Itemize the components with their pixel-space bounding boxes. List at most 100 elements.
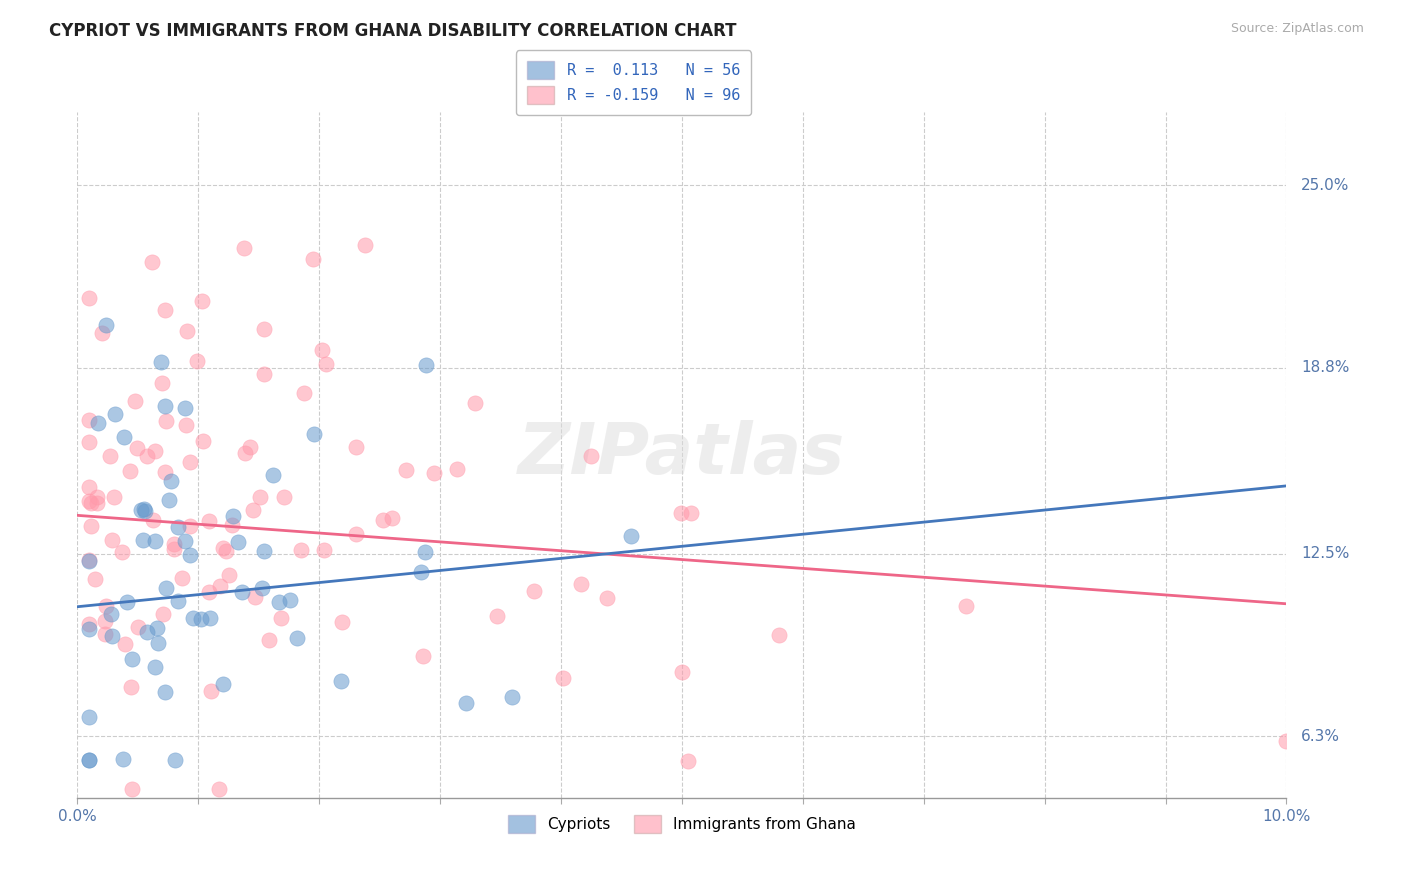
Point (354, 238, 377, 252)
Point (273, 490, 295, 504)
Point (141, 255, 163, 269)
Point (80, 496, 103, 510)
Point (79, 616, 101, 631)
Point (415, 358, 437, 372)
Point (150, 354, 173, 368)
Point (132, 533, 155, 547)
Point (167, 519, 190, 533)
Point (486, 609, 509, 624)
Point (163, 542, 186, 557)
Point (330, 674, 353, 689)
Point (239, 440, 262, 454)
Point (955, 599, 977, 613)
Point (262, 468, 284, 483)
Point (155, 581, 177, 595)
Point (98, 449, 121, 463)
Point (146, 621, 169, 635)
Point (79, 710, 101, 724)
Point (167, 594, 190, 608)
Legend: Cypriots, Immigrants from Ghana: Cypriots, Immigrants from Ghana (499, 806, 865, 842)
Point (312, 543, 335, 558)
Point (79, 291, 101, 305)
Point (115, 594, 138, 608)
Point (86, 490, 108, 504)
Point (198, 514, 221, 528)
Point (669, 506, 692, 520)
Point (93, 614, 115, 628)
Point (173, 401, 195, 415)
Point (94, 599, 117, 613)
Point (181, 611, 204, 625)
Point (176, 325, 198, 339)
Point (200, 684, 222, 698)
Point (579, 449, 602, 463)
Point (79, 412, 101, 426)
Point (134, 504, 156, 518)
Point (212, 677, 235, 691)
Point (79, 434, 101, 449)
Point (100, 607, 122, 621)
Point (84, 572, 107, 586)
Point (671, 665, 693, 680)
Point (160, 474, 183, 488)
Point (79, 753, 101, 767)
Point (302, 252, 325, 266)
Point (330, 615, 353, 629)
Point (373, 513, 395, 527)
Point (446, 462, 468, 476)
Point (193, 434, 215, 449)
Point (143, 534, 166, 549)
Point (768, 628, 790, 642)
Point (174, 418, 197, 433)
Point (243, 590, 266, 604)
Text: 6.3%: 6.3% (1301, 729, 1340, 744)
Point (249, 490, 271, 504)
Point (571, 576, 593, 591)
Point (253, 543, 276, 558)
Point (191, 294, 214, 309)
Point (221, 517, 243, 532)
Point (79, 480, 101, 494)
Point (395, 463, 418, 477)
Point (250, 581, 273, 595)
Point (135, 624, 157, 639)
Point (121, 782, 143, 797)
Point (120, 680, 142, 694)
Point (94, 627, 117, 641)
Point (100, 533, 122, 547)
Point (134, 501, 156, 516)
Point (80, 519, 103, 533)
Point (150, 376, 173, 391)
Point (200, 611, 222, 625)
Point (114, 637, 136, 651)
Point (208, 782, 231, 797)
Point (423, 466, 446, 480)
Point (127, 620, 149, 634)
Point (231, 584, 253, 599)
Point (179, 548, 201, 562)
Point (152, 607, 174, 622)
Text: Source: ZipAtlas.com: Source: ZipAtlas.com (1230, 22, 1364, 36)
Point (415, 545, 437, 559)
Point (179, 519, 201, 533)
Point (153, 400, 176, 414)
Point (209, 579, 232, 593)
Point (103, 490, 125, 504)
Point (464, 396, 486, 410)
Point (157, 492, 180, 507)
Point (87, 416, 110, 430)
Point (124, 393, 146, 408)
Point (292, 386, 315, 401)
Point (79, 554, 101, 568)
Point (290, 543, 312, 558)
Point (129, 503, 152, 517)
Point (79, 623, 101, 637)
Point (190, 612, 212, 626)
Point (454, 696, 477, 710)
Point (153, 303, 176, 318)
Point (127, 442, 149, 456)
Point (267, 595, 290, 609)
Point (112, 430, 135, 444)
Point (96, 318, 118, 332)
Point (101, 629, 124, 643)
